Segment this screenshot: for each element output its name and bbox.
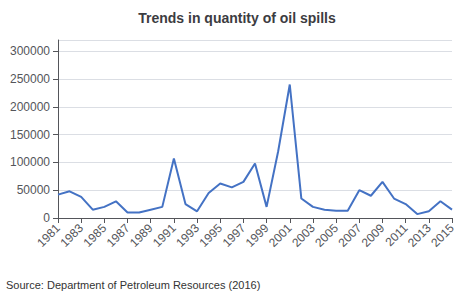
svg-text:2013: 2013 (405, 221, 434, 250)
svg-text:1997: 1997 (220, 221, 249, 250)
svg-text:1981: 1981 (34, 221, 63, 250)
svg-text:2009: 2009 (359, 221, 388, 250)
svg-text:1985: 1985 (81, 221, 110, 250)
svg-text:0: 0 (43, 211, 50, 225)
svg-text:1993: 1993 (173, 221, 202, 250)
svg-text:1995: 1995 (196, 221, 225, 250)
svg-text:2003: 2003 (289, 221, 318, 250)
svg-text:Source: Department of Petroleu: Source: Department of Petroleum Resource… (6, 279, 260, 291)
svg-text:2015: 2015 (428, 221, 457, 250)
svg-text:50000: 50000 (17, 183, 51, 197)
svg-text:1989: 1989 (127, 221, 156, 250)
svg-text:100000: 100000 (10, 155, 50, 169)
svg-text:250000: 250000 (10, 72, 50, 86)
svg-text:200000: 200000 (10, 100, 50, 114)
svg-text:300000: 300000 (10, 44, 50, 58)
svg-text:Trends in quantity of oil spil: Trends in quantity of oil spills (138, 10, 336, 26)
svg-text:2007: 2007 (335, 221, 364, 250)
svg-text:2001: 2001 (266, 221, 295, 250)
svg-text:1987: 1987 (104, 221, 133, 250)
svg-text:1999: 1999 (243, 221, 272, 250)
svg-text:150000: 150000 (10, 128, 50, 142)
svg-text:1991: 1991 (150, 221, 179, 250)
svg-text:2011: 2011 (382, 221, 410, 249)
svg-text:2005: 2005 (312, 221, 341, 250)
svg-text:1983: 1983 (57, 221, 86, 250)
